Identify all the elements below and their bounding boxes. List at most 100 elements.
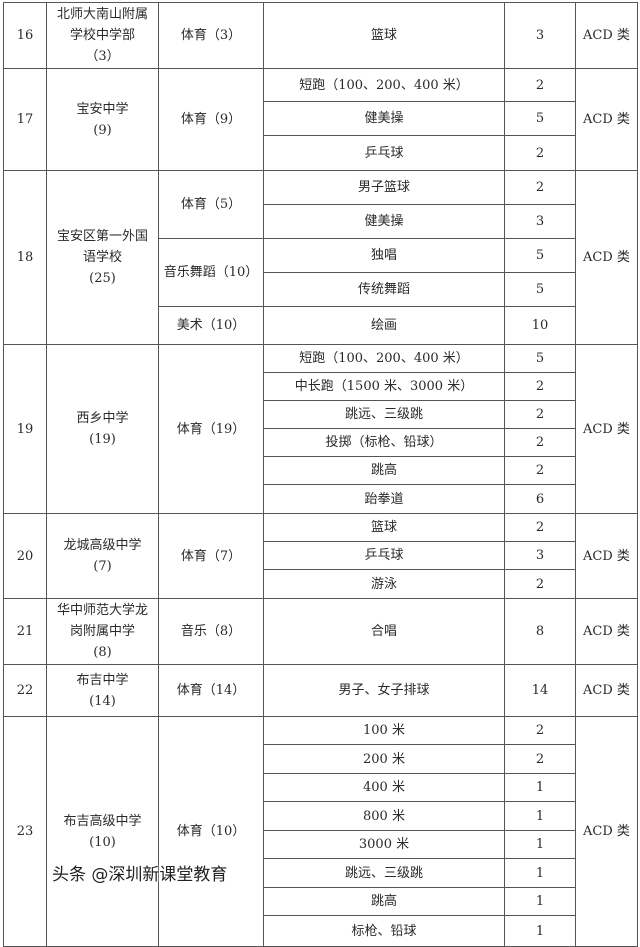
count: 1 [504, 830, 576, 859]
event: 合唱 [263, 598, 505, 665]
table-row: 21 华中师范大学龙岗附属中学 (8) 音乐（8） 合唱 8 ACD 类 [3, 598, 638, 665]
school-name: 宝安中学 (9) [46, 68, 159, 171]
school-number: 21 [3, 598, 47, 665]
event: 绘画 [263, 306, 505, 345]
school-number: 16 [3, 2, 47, 69]
category: ACD 类 [575, 513, 638, 599]
count: 1 [504, 915, 576, 947]
count: 2 [504, 513, 576, 542]
table-row: 18 宝安区第一外国语学校 (25) 体育（5） 男子篮球 2 ACD 类 [3, 170, 638, 345]
count: 5 [504, 272, 576, 307]
count: 3 [504, 204, 576, 239]
table-row: 22 布吉中学 (14) 体育（14） 男子、女子排球 14 ACD 类 [3, 664, 638, 717]
event: 短跑（100、200、400 米） [263, 68, 505, 102]
count: 2 [504, 68, 576, 102]
event: 中长跑（1500 米、3000 米） [263, 372, 505, 401]
subject: 体育（7） [158, 513, 264, 599]
school-name: 布吉中学 (14) [46, 664, 159, 717]
count: 1 [504, 887, 576, 916]
count: 2 [504, 744, 576, 774]
event: 独唱 [263, 238, 505, 273]
count: 5 [504, 101, 576, 136]
subject: 体育（3） [158, 2, 264, 69]
event: 100 米 [263, 716, 505, 745]
count: 2 [504, 400, 576, 429]
category: ACD 类 [575, 664, 638, 717]
event: 男子篮球 [263, 170, 505, 205]
watermark: 头条 @深圳新课堂教育 [52, 865, 228, 885]
school-name-text: 宝安中学 [76, 101, 129, 117]
school-name: 北师大南山附属学校中学部 （3） [46, 2, 159, 69]
table-row: 19 西乡中学 (19) 体育（19） 短跑（100、200、400 米） 5 ACD 类 [3, 344, 638, 514]
school-quota: (10) [89, 834, 116, 850]
count: 1 [504, 773, 576, 802]
count: 2 [504, 456, 576, 485]
table-row: 跆拳道 6 [4, 484, 638, 514]
event: 乒乓球 [263, 541, 505, 570]
school-name: 宝安区第一外国语学校 (25) [46, 170, 159, 345]
school-name-text: 布吉高级中学 [63, 813, 142, 829]
event: 标枪、铅球 [263, 915, 505, 947]
school-number: 19 [3, 344, 47, 514]
event: 800 米 [263, 801, 505, 831]
admissions-table: 16 北师大南山附属学校中学部 （3） 体育（3） 篮球 3 ACD 类 17 宝安中学 (9) 体… [3, 2, 638, 947]
event: 健美操 [263, 204, 505, 239]
subject: 体育（19） [158, 344, 264, 514]
category: ACD 类 [575, 68, 638, 171]
event: 游泳 [263, 569, 505, 599]
count: 2 [504, 372, 576, 401]
event: 健美操 [263, 101, 505, 136]
school-quota: (19) [89, 432, 116, 447]
school-name-text: 华中师范大学龙岗附属中学 [57, 603, 149, 639]
count: 2 [504, 569, 576, 599]
count: 5 [504, 344, 576, 373]
subject: 体育（9） [158, 68, 264, 171]
school-quota: (25) [89, 271, 116, 286]
count: 2 [504, 170, 576, 205]
event: 跳高 [263, 456, 505, 485]
event: 跳远、三级跳 [263, 400, 505, 429]
event: 短跑（100、200、400 米） [263, 344, 505, 373]
school-number: 17 [3, 68, 47, 171]
event: 篮球 [263, 513, 505, 542]
school-name-text: 宝安区第一外国语学校 [57, 229, 149, 265]
table-row: 健美操 5 [4, 101, 638, 136]
school-number: 20 [3, 513, 47, 599]
school-quota: (7) [93, 559, 112, 574]
event: 400 米 [263, 773, 505, 802]
table-row: 跳高 2 [4, 456, 638, 485]
count: 6 [504, 484, 576, 514]
school-number: 22 [3, 664, 47, 717]
school-name-text: 北师大南山附属学校中学部 [57, 7, 149, 43]
event: 跳远、三级跳 [263, 858, 505, 888]
table-row: 健美操 3 [4, 204, 638, 239]
school-quota: (14) [89, 693, 116, 709]
event: 传统舞蹈 [263, 272, 505, 307]
count: 10 [504, 306, 576, 345]
count: 1 [504, 801, 576, 831]
count: 2 [504, 428, 576, 457]
table-row: 跳远、三级跳 1 [4, 858, 638, 888]
school-name: 华中师范大学龙岗附属中学 (8) [46, 598, 159, 665]
school-name: 布吉高级中学 (10) [46, 716, 159, 947]
table-row: 23 布吉高级中学 (10) 体育（10） 100 米 2 ACD 类 [3, 716, 638, 947]
school-name: 龙城高级中学 (7) [46, 513, 159, 599]
subject: 美术（10） [158, 306, 264, 345]
count: 1 [504, 858, 576, 888]
category: ACD 类 [575, 716, 638, 947]
table-row: 17 宝安中学 (9) 体育（9） 短跑（100、200、400 米） 2 ACD 类 [3, 68, 638, 171]
event: 200 米 [263, 744, 505, 774]
category: ACD 类 [575, 344, 638, 514]
count: 5 [504, 238, 576, 273]
category: ACD 类 [575, 2, 638, 69]
count: 2 [504, 716, 576, 745]
event: 乒乓球 [263, 135, 505, 171]
table-row: 20 龙城高级中学 (7) 体育（7） 篮球 2 ACD 类 [3, 513, 638, 599]
event: 投掷（标枪、铅球） [263, 428, 505, 457]
school-quota: （3） [85, 49, 120, 64]
subject: 体育（10） [158, 716, 264, 947]
school-name-text: 龙城高级中学 [63, 538, 142, 553]
subject: 音乐舞蹈（10） [158, 238, 264, 307]
